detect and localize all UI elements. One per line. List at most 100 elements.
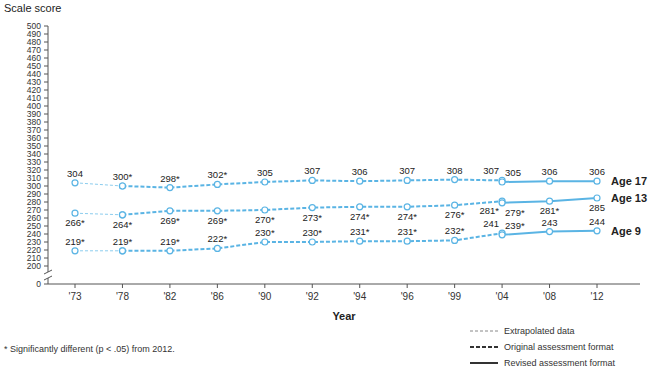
series-marker xyxy=(119,212,125,218)
y-tick xyxy=(44,146,48,147)
series-marker xyxy=(452,177,458,183)
y-tick xyxy=(44,154,48,155)
x-tick-label: '86 xyxy=(211,291,224,302)
series-marker xyxy=(357,204,363,210)
y-tick xyxy=(44,250,48,251)
x-tick-label: '96 xyxy=(401,291,414,302)
y-tick xyxy=(44,284,48,285)
x-tick-label: '92 xyxy=(306,291,319,302)
legend-label: Original assessment format xyxy=(504,342,614,352)
x-tick xyxy=(312,284,313,288)
data-labels: 304300*298*302*3053073063073083073053063… xyxy=(65,165,605,247)
y-tick xyxy=(44,66,48,67)
x-tick-label: '99 xyxy=(448,291,461,302)
y-axis-line xyxy=(48,278,49,284)
y-tick xyxy=(44,106,48,107)
series-marker xyxy=(167,185,173,191)
data-label: 219* xyxy=(65,236,85,247)
data-label: 219* xyxy=(113,236,133,247)
axis-break xyxy=(44,276,52,280)
series-marker xyxy=(214,208,220,214)
series-marker xyxy=(214,181,220,187)
data-label: 273* xyxy=(302,212,322,223)
x-tick-label: '04 xyxy=(496,291,509,302)
series-line xyxy=(75,183,122,186)
data-label: 274* xyxy=(350,211,370,222)
chart: Scale score02002102202302402502602702802… xyxy=(0,0,670,381)
y-tick xyxy=(44,266,48,267)
data-label: 276* xyxy=(445,209,465,220)
legend-swatch xyxy=(470,346,498,348)
x-tick xyxy=(217,284,218,288)
series-marker xyxy=(547,178,553,184)
legend-swatch xyxy=(470,331,498,332)
data-label: 307 xyxy=(483,165,499,176)
y-tick xyxy=(44,202,48,203)
series-marker xyxy=(119,183,125,189)
y-tick xyxy=(44,26,48,27)
y-tick xyxy=(44,194,48,195)
y-tick xyxy=(44,122,48,123)
x-tick-label: '90 xyxy=(258,291,271,302)
y-tick xyxy=(44,82,48,83)
y-tick xyxy=(44,98,48,99)
y-tick xyxy=(44,210,48,211)
data-label: 306 xyxy=(589,166,605,177)
y-tick xyxy=(44,50,48,51)
y-tick xyxy=(44,42,48,43)
y-tick xyxy=(44,234,48,235)
series-marker xyxy=(119,183,125,189)
x-tick xyxy=(549,284,550,288)
data-label: 302* xyxy=(208,169,228,180)
x-tick-label: '78 xyxy=(116,291,129,302)
series-marker xyxy=(357,238,363,244)
data-label: 239* xyxy=(505,220,525,231)
series-marker xyxy=(119,248,125,254)
series-marker xyxy=(594,195,600,201)
series-marker xyxy=(119,248,125,254)
y-tick xyxy=(44,178,48,179)
data-label: 269* xyxy=(160,215,180,226)
x-tick-label: '82 xyxy=(163,291,176,302)
data-label: 219* xyxy=(160,236,180,247)
series-marker xyxy=(309,239,315,245)
series-marker xyxy=(499,179,505,185)
series-marker xyxy=(357,178,363,184)
y-axis-line xyxy=(48,26,49,272)
x-tick-label: '94 xyxy=(353,291,366,302)
y-tick xyxy=(44,34,48,35)
data-label: 222* xyxy=(208,233,228,244)
y-tick xyxy=(44,90,48,91)
series-marker xyxy=(309,177,315,183)
data-label: 244 xyxy=(589,216,605,227)
data-label: 279* xyxy=(505,207,525,218)
y-tick xyxy=(44,170,48,171)
x-tick xyxy=(502,284,503,288)
y-tick xyxy=(44,74,48,75)
series-marker xyxy=(404,177,410,183)
data-label: 305 xyxy=(505,167,521,178)
y-tick xyxy=(44,130,48,131)
series-label: Age 9 xyxy=(611,225,641,237)
series-marker xyxy=(309,205,315,211)
data-label: 281* xyxy=(540,205,560,216)
data-label: 269* xyxy=(208,215,228,226)
data-label: 281* xyxy=(480,205,500,216)
series-marker xyxy=(72,248,78,254)
data-label: 304 xyxy=(67,168,83,179)
x-tick xyxy=(264,284,265,288)
y-tick-label: 500 xyxy=(27,21,41,31)
series-marker xyxy=(452,237,458,243)
y-tick xyxy=(44,218,48,219)
data-label: 243 xyxy=(542,217,558,228)
legend-label: Revised assessment format xyxy=(504,358,616,368)
plot-marks xyxy=(72,177,600,254)
y-tick-label: 0 xyxy=(36,279,41,289)
footnote: * Significantly different (p < .05) from… xyxy=(4,344,175,354)
y-tick xyxy=(44,114,48,115)
data-label: 230* xyxy=(255,227,275,238)
data-label: 230* xyxy=(302,227,322,238)
series-marker xyxy=(499,200,505,206)
y-tick xyxy=(44,242,48,243)
data-label: 241 xyxy=(483,218,499,229)
